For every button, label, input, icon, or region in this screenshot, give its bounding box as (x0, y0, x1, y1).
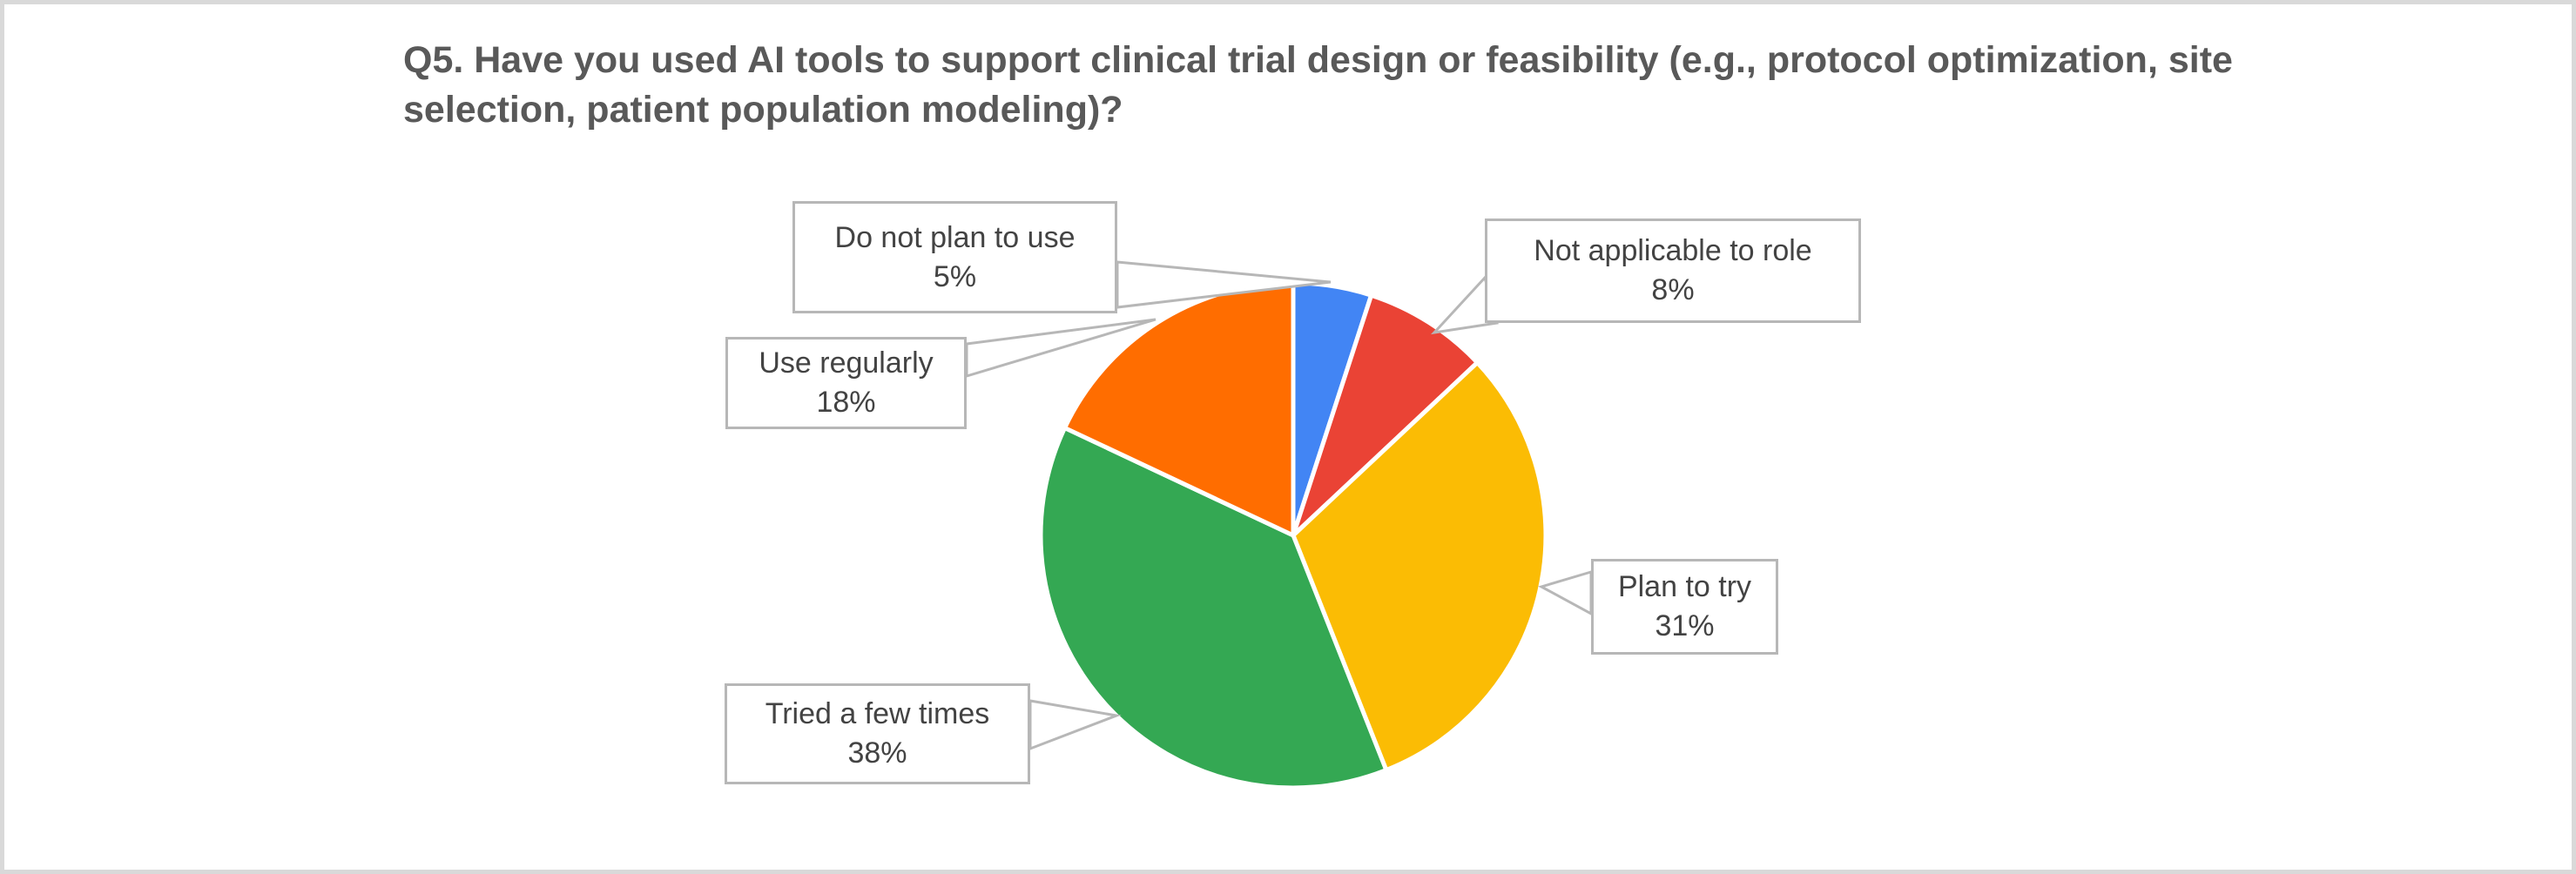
callout-label: Not applicable to role (1534, 234, 1812, 267)
callout-label: Do not plan to use (834, 220, 1076, 254)
callout-pointer-plan-to-try (1538, 569, 1593, 616)
callout-do-not-plan-to-use: Do not plan to use 5% (792, 201, 1117, 313)
callout-percent: 8% (1651, 273, 1695, 306)
pie-slices-group (1038, 280, 1548, 790)
callout-percent: 31% (1655, 609, 1715, 642)
pie-slice-not-applicable-to-role[interactable] (1291, 292, 1480, 538)
callout-pointer-tried-a-few-times (1028, 699, 1122, 751)
callout-tried-a-few-times: Tried a few times 38% (725, 683, 1030, 784)
pie-chart (965, 260, 1593, 790)
callout-pointer-use-regularly (965, 318, 1157, 379)
callout-percent: 5% (933, 259, 977, 293)
pie-slice-plan-to-try[interactable] (1291, 360, 1548, 773)
callout-percent: 38% (847, 736, 907, 770)
callout-percent: 18% (816, 386, 876, 419)
callout-use-regularly: Use regularly 18% (725, 337, 967, 429)
pie-slice-tried-a-few-times[interactable] (1038, 426, 1389, 790)
callout-label: Tried a few times (765, 697, 990, 730)
callout-label: Plan to try (1617, 570, 1752, 603)
callout-plan-to-try: Plan to try 31% (1591, 559, 1778, 655)
callout-not-applicable-to-role: Not applicable to role 8% (1485, 218, 1861, 323)
callout-pointer-do-not-plan-to-use (1116, 260, 1332, 309)
callout-label: Use regularly (759, 346, 934, 380)
chart-title: Q5. Have you used AI tools to support cl… (403, 39, 2233, 131)
